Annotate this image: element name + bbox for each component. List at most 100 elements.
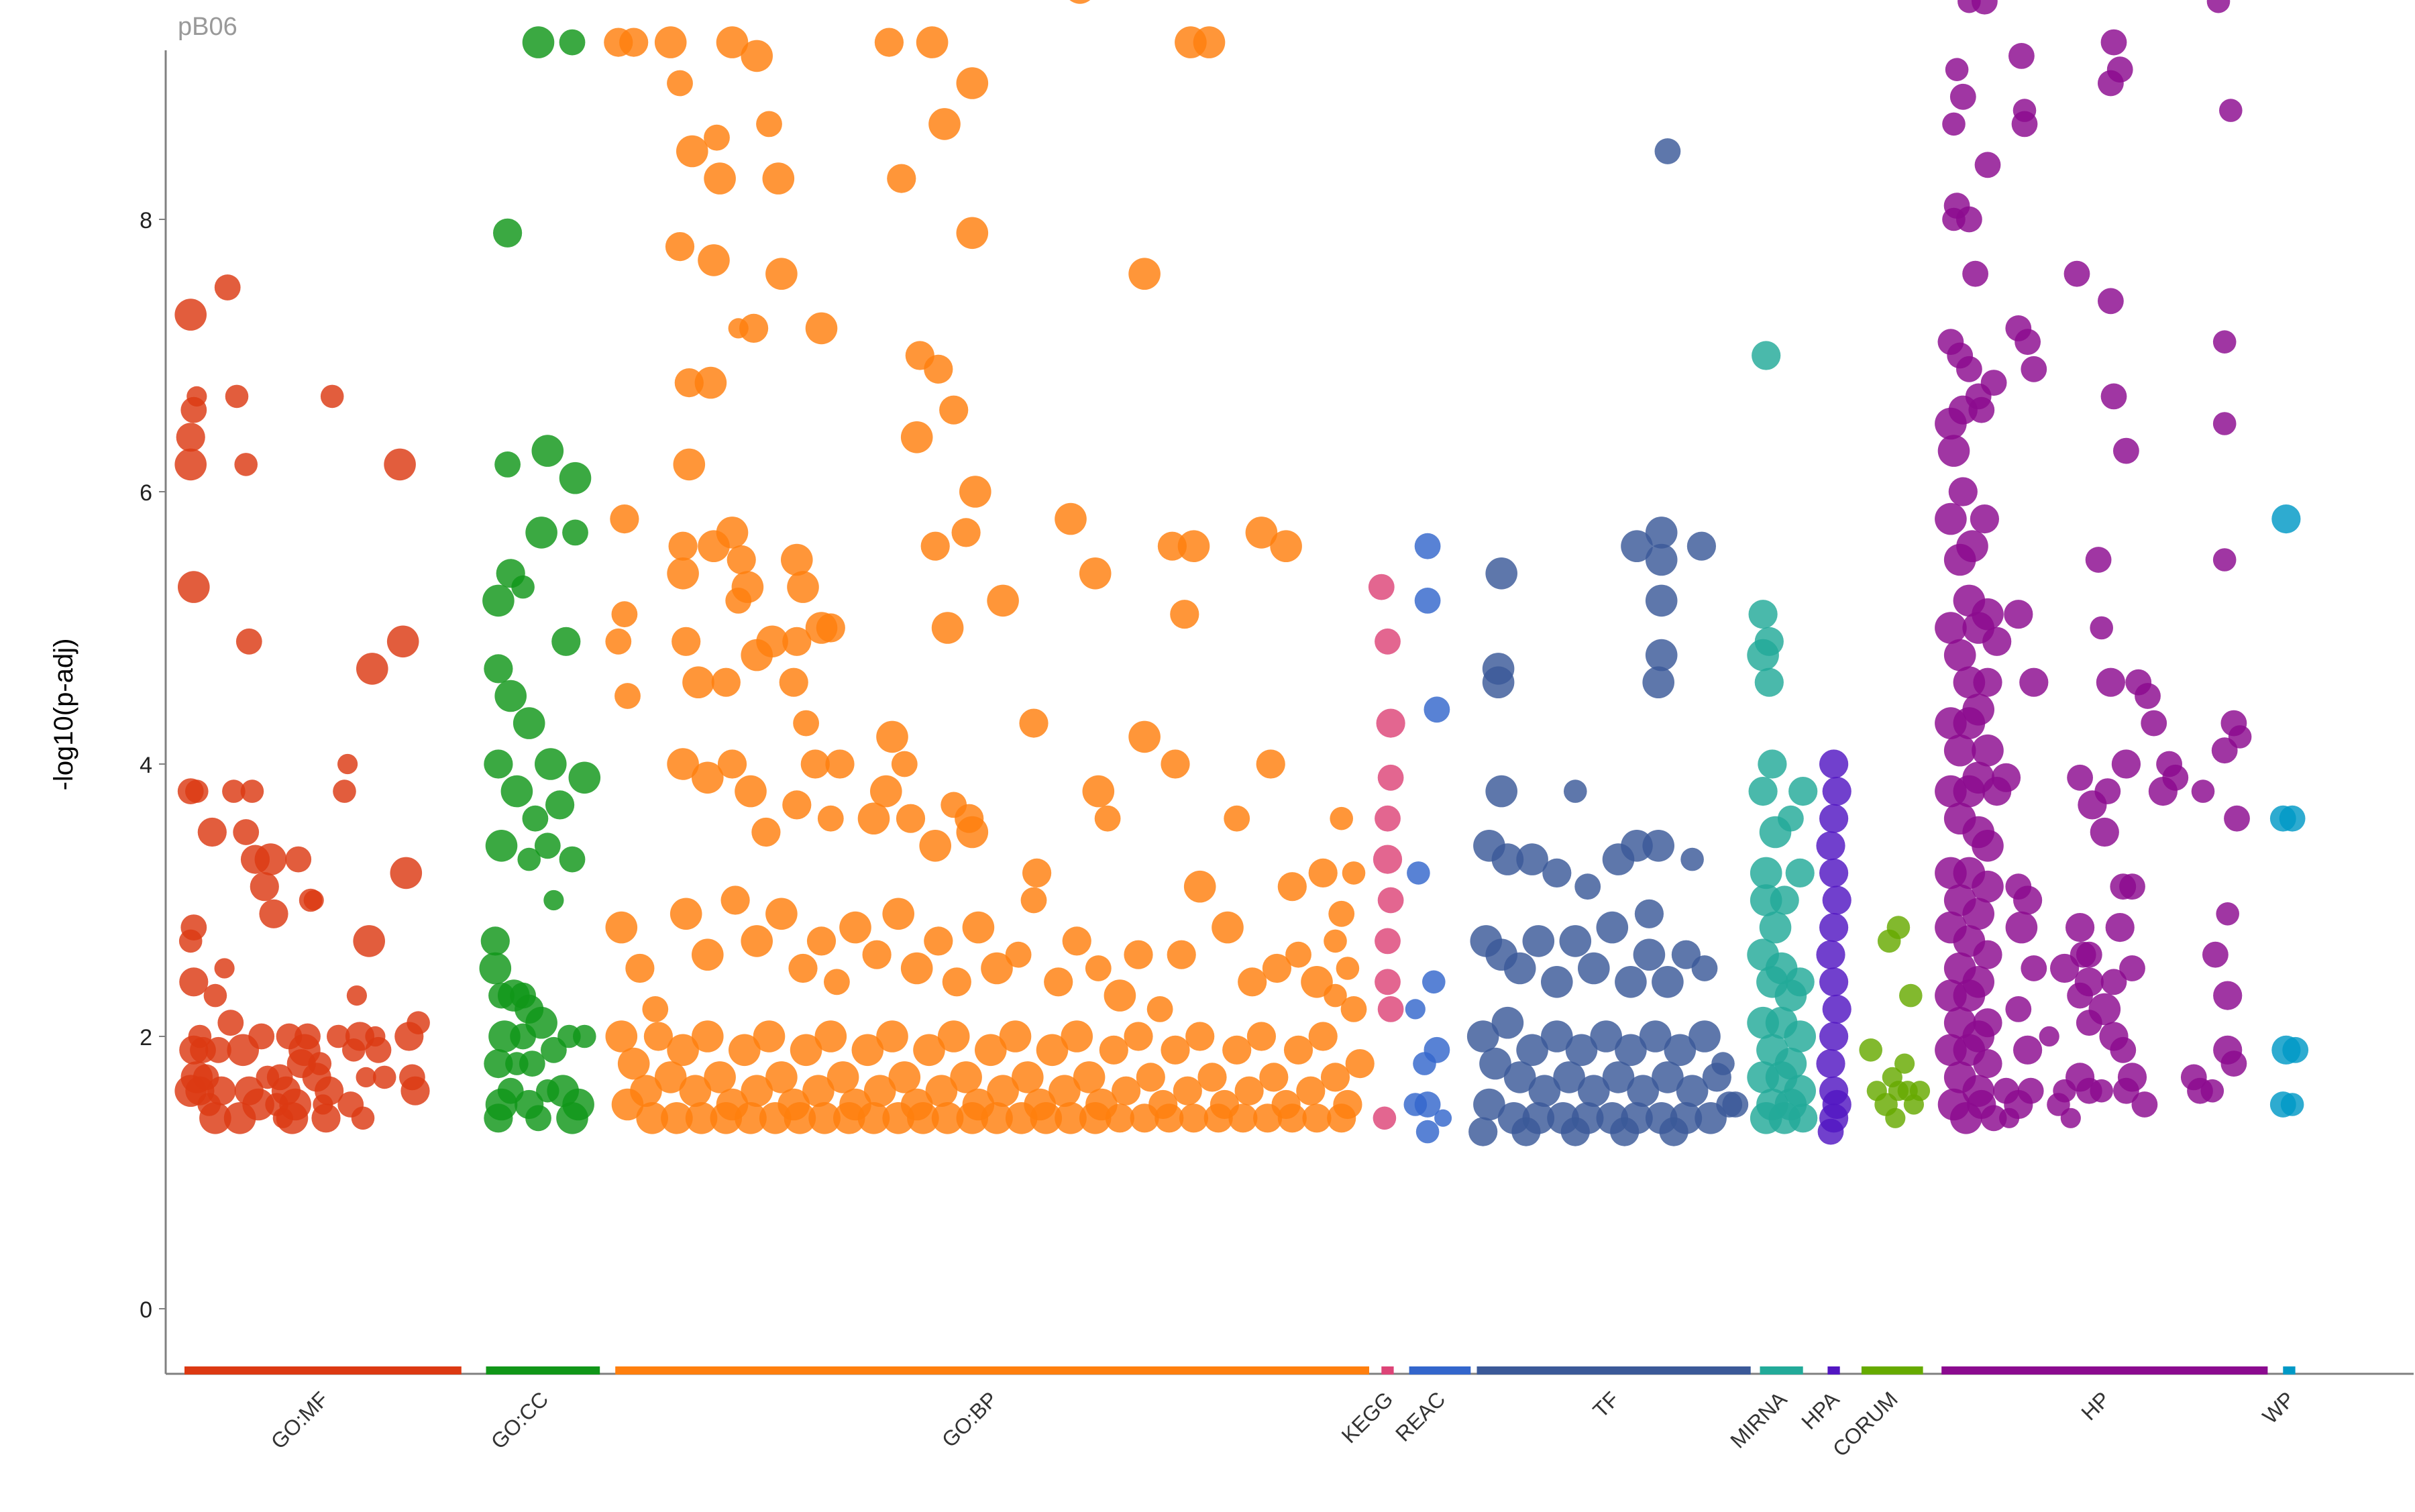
data-point [1030, 1102, 1063, 1134]
data-point [384, 448, 416, 481]
data-point [931, 1102, 964, 1134]
data-point [735, 775, 767, 808]
data-point [1909, 1081, 1931, 1101]
data-point [2282, 1036, 2309, 1063]
data-point [668, 531, 698, 561]
data-point [692, 938, 724, 971]
data-point [2096, 667, 2125, 697]
data-point [999, 1020, 1032, 1052]
data-point [928, 108, 961, 140]
data-point [756, 111, 782, 138]
data-point [1179, 1103, 1209, 1133]
y-tick-label: 6 [140, 480, 152, 506]
data-point [1788, 777, 1818, 806]
data-point [765, 898, 798, 930]
data-point [1094, 805, 1121, 832]
data-point [817, 805, 844, 832]
data-point [1752, 341, 1781, 370]
data-point [197, 817, 227, 847]
x-tick-label: REAC [1391, 1387, 1450, 1446]
x-tick-label: HP [2076, 1387, 2114, 1425]
data-point [365, 1036, 392, 1063]
data-point [824, 969, 850, 995]
data-point [937, 1020, 970, 1052]
data-point [186, 386, 207, 407]
data-point [956, 1102, 989, 1134]
data-point [1157, 531, 1187, 561]
data-point [759, 1102, 792, 1134]
data-point [1962, 260, 1989, 287]
data-point [1259, 1063, 1289, 1092]
data-point [673, 448, 706, 481]
data-point [790, 1034, 822, 1067]
data-point [1785, 967, 1815, 997]
data-point [535, 748, 567, 780]
data-point [2224, 805, 2250, 832]
data-point [2017, 1077, 2044, 1104]
y-tick-label: 2 [140, 1025, 152, 1050]
source-bar [615, 1366, 1370, 1374]
data-point [2085, 547, 2112, 573]
source-bars [184, 1366, 2296, 1374]
data-point [1565, 1034, 1598, 1067]
data-point [1112, 1076, 1141, 1105]
axis-layer: 02468101214>16 [140, 50, 2414, 1375]
data-point [942, 967, 971, 997]
data-point [1330, 806, 1353, 830]
data-point [559, 462, 592, 494]
data-point [756, 625, 788, 658]
data-point [1819, 913, 1849, 942]
data-point [605, 1020, 638, 1052]
data-point [1943, 734, 1976, 767]
data-point [2216, 902, 2239, 926]
data-point [1234, 1076, 1264, 1105]
data-point [924, 926, 953, 956]
data-point [1516, 843, 1548, 875]
data-point [1973, 667, 2002, 697]
data-point [573, 1024, 596, 1048]
data-point [1980, 370, 2007, 396]
data-point [1758, 749, 1787, 779]
data-point [562, 519, 588, 546]
data-point [863, 1075, 896, 1107]
data-point [1759, 911, 1792, 944]
data-point [667, 1034, 699, 1067]
data-point [531, 435, 564, 467]
data-point [1816, 1049, 1845, 1079]
data-point [1778, 805, 1804, 832]
data-point [955, 804, 984, 833]
data-point [1375, 628, 1401, 655]
data-point [1686, 531, 1716, 561]
data-point [857, 802, 890, 834]
data-point [1639, 1020, 1672, 1052]
data-point [2100, 969, 2127, 995]
data-point [356, 1067, 376, 1087]
data-point [556, 1102, 588, 1134]
data-point [698, 244, 730, 276]
data-point [1283, 1035, 1313, 1065]
x-tick-label: GO:BP [937, 1387, 1002, 1452]
data-point [1564, 779, 1587, 803]
data-point [353, 925, 385, 957]
data-point [1553, 1061, 1585, 1093]
data-point [1128, 258, 1161, 290]
data-point [1124, 1022, 1153, 1051]
data-point [788, 953, 818, 983]
source-bar [1409, 1366, 1471, 1374]
data-point [1560, 1117, 1590, 1146]
data-point [1104, 979, 1136, 1012]
data-point [2050, 953, 2080, 983]
data-point [2015, 329, 2041, 356]
data-point [735, 1102, 767, 1134]
data-point [178, 571, 210, 603]
data-point [1962, 898, 1994, 930]
data-point [337, 753, 358, 775]
data-point [1473, 1088, 1505, 1121]
data-point [1136, 1063, 1165, 1092]
data-point [900, 952, 933, 985]
data-point [222, 779, 246, 803]
data-point [174, 448, 207, 481]
data-point [315, 1076, 344, 1105]
data-point [1645, 639, 1678, 671]
data-point [1069, 0, 1091, 4]
